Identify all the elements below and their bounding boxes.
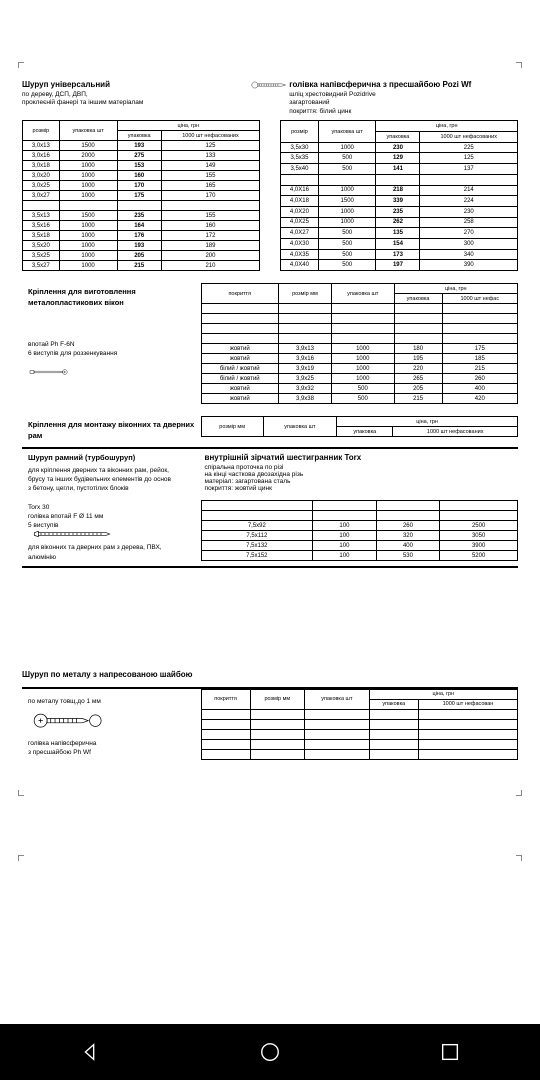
table-s3-header: розмір ммупаковка штціна, грнупаковка100… [201, 416, 518, 437]
section-metal-screw: Шуруп по металу з напресованою шайбою по… [22, 670, 518, 761]
crop-corner2-tl [18, 855, 24, 861]
table-s2: покриттярозмір ммупаковка штціна, грнупа… [201, 283, 518, 404]
crop-corner-bl [18, 790, 24, 796]
s3-left-title: Шуруп рамний (турбошуруп) [28, 453, 195, 464]
s1-left-sub: по дереву, ДСП, ДВП, проклеєній фанері т… [22, 91, 251, 108]
s3-title: Кріплення для монтажу віконних та дверни… [28, 420, 195, 441]
android-navbar [0, 1024, 540, 1080]
crop-corner-tl [18, 62, 24, 68]
s2-title: Кріплення для виготовлення металопластик… [28, 287, 195, 308]
screw-icon-4 [28, 712, 108, 730]
section-universal-screw: Шуруп універсальний по дереву, ДСП, ДВП,… [22, 80, 518, 271]
nav-recent-icon[interactable] [439, 1041, 461, 1063]
crop-corner2-tr [516, 855, 522, 861]
table-s1-left: розмірупаковка штціна, грнупаковка1000 ш… [22, 120, 260, 271]
nav-back-icon[interactable] [79, 1041, 101, 1063]
s4-left: по металу товщ.до 1 мм [28, 697, 195, 706]
s4-title: Шуруп по металу з напресованою шайбою [22, 670, 518, 679]
screw-icon-3 [28, 530, 118, 538]
table-s1-right: розмірупаковка штціна, грнупаковка1000 ш… [280, 120, 518, 271]
s1-left-title: Шуруп універсальний [22, 80, 251, 89]
section-metalplastic: Кріплення для виготовлення металопластик… [22, 283, 518, 404]
s3-left-sub3: для віконних та дверних рам з дерева, ПВ… [28, 543, 195, 561]
s2-desc: впотай Ph F-6N 6 виступів для роззенкува… [28, 340, 195, 358]
document-page: Шуруп універсальний по дереву, ДСП, ДВП,… [0, 0, 540, 793]
screw-icon [251, 80, 289, 90]
nav-home-icon[interactable] [259, 1041, 281, 1063]
s1-right-title: голівка напівсферична з пресшайбою Pozi … [289, 80, 518, 89]
table-s4: покриттярозмір ммупаковка штціна, грнупа… [201, 689, 518, 760]
s3-left-sub: для кріплення дверних та віконних рам, р… [28, 466, 195, 493]
screw-icon-2 [28, 367, 68, 377]
s1-right-sub: шліц хрестовидний Pozidrive загартований… [289, 91, 518, 116]
s3-left-sub2: Torx 30 голівка впотай F Ø 11 мм 5 висту… [28, 503, 195, 530]
s4-left2: голівка напівсферична з пресшайбою Ph Wf [28, 739, 195, 757]
table-s3: 7,5x9210026025007,5x11210032030507,5x132… [201, 500, 518, 561]
crop-corner-br [516, 790, 522, 796]
crop-corner-tr [516, 62, 522, 68]
section-frame-mount: Кріплення для монтажу віконних та дверни… [22, 416, 518, 567]
s3-right-sub: спіральна проточка по різі на кінці част… [205, 464, 514, 492]
s3-right-title: внутрішній зірчатий шестигранник Torx [205, 453, 514, 462]
